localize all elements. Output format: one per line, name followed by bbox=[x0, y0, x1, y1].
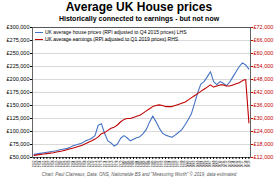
svg-text:£200,000: £200,000 bbox=[7, 76, 30, 82]
svg-text:1975: 1975 bbox=[105, 160, 110, 168]
svg-text:1999: 1999 bbox=[182, 160, 187, 168]
svg-text:£18,000: £18,000 bbox=[254, 141, 274, 147]
html-text:UK average house prices (RPI a: UK average house prices (RPI adjusted to… bbox=[45, 29, 187, 35]
svg-text:1973: 1973 bbox=[99, 160, 104, 168]
svg-text:1997: 1997 bbox=[176, 160, 181, 168]
svg-text:1979: 1979 bbox=[118, 160, 123, 168]
svg-text:1984: 1984 bbox=[134, 160, 139, 168]
svg-text:1993: 1993 bbox=[163, 160, 168, 168]
svg-text:1980: 1980 bbox=[121, 160, 126, 168]
svg-text:£12,000: £12,000 bbox=[254, 154, 274, 160]
html-text:Historically connected to earn: Historically connected to earnings - but… bbox=[58, 15, 220, 22]
svg-text:1958: 1958 bbox=[51, 160, 56, 168]
svg-text:1968: 1968 bbox=[83, 160, 88, 168]
svg-text:1957: 1957 bbox=[48, 160, 53, 168]
svg-text:1954: 1954 bbox=[38, 160, 43, 168]
svg-text:£24,000: £24,000 bbox=[254, 128, 274, 134]
svg-text:1972: 1972 bbox=[96, 160, 101, 168]
svg-text:1982: 1982 bbox=[128, 160, 133, 168]
svg-text:1963: 1963 bbox=[67, 160, 72, 168]
svg-text:1965: 1965 bbox=[73, 160, 78, 168]
svg-text:1959: 1959 bbox=[54, 160, 59, 168]
svg-text:1967: 1967 bbox=[80, 160, 85, 168]
svg-text:1985: 1985 bbox=[137, 160, 142, 168]
svg-text:£125,000: £125,000 bbox=[7, 115, 30, 121]
svg-text:2015: 2015 bbox=[234, 160, 238, 168]
svg-text:2009: 2009 bbox=[214, 160, 219, 168]
svg-text:1983: 1983 bbox=[131, 160, 136, 168]
svg-text:£300,000: £300,000 bbox=[7, 24, 30, 30]
svg-text:2008: 2008 bbox=[211, 160, 216, 168]
svg-text:2003: 2003 bbox=[195, 160, 200, 168]
svg-text:£50,000: £50,000 bbox=[10, 154, 30, 160]
svg-text:1969: 1969 bbox=[86, 160, 91, 168]
svg-text:£175,000: £175,000 bbox=[7, 89, 30, 95]
svg-text:1966: 1966 bbox=[76, 160, 81, 168]
svg-text:1960: 1960 bbox=[57, 160, 62, 168]
svg-text:1971: 1971 bbox=[93, 160, 97, 168]
svg-text:2011: 2011 bbox=[221, 160, 226, 167]
svg-text:1961: 1961 bbox=[60, 160, 65, 168]
svg-text:2019: 2019 bbox=[247, 160, 251, 167]
svg-text:1956: 1956 bbox=[44, 160, 49, 168]
svg-text:£72,000: £72,000 bbox=[254, 24, 274, 30]
svg-text:2006: 2006 bbox=[205, 160, 210, 168]
svg-text:£150,000: £150,000 bbox=[7, 102, 30, 108]
svg-text:1996: 1996 bbox=[173, 160, 178, 168]
svg-text:1962: 1962 bbox=[64, 160, 69, 168]
svg-text:£225,000: £225,000 bbox=[7, 63, 30, 69]
svg-text:£48,000: £48,000 bbox=[254, 76, 274, 82]
svg-text:2013: 2013 bbox=[227, 160, 232, 168]
svg-text:£100,000: £100,000 bbox=[7, 128, 30, 134]
svg-text:2010: 2010 bbox=[218, 160, 222, 168]
svg-text:1974: 1974 bbox=[102, 160, 107, 168]
svg-text:1989: 1989 bbox=[150, 160, 155, 168]
svg-text:£275,000: £275,000 bbox=[7, 37, 30, 43]
svg-text:£30,000: £30,000 bbox=[254, 115, 274, 121]
svg-text:1978: 1978 bbox=[115, 160, 120, 168]
svg-text:1970: 1970 bbox=[89, 160, 94, 168]
svg-text:1987: 1987 bbox=[144, 160, 149, 168]
svg-text:2000: 2000 bbox=[185, 160, 190, 168]
svg-text:2004: 2004 bbox=[198, 160, 203, 168]
html-text:UK average earnings (RPI adjus: UK average earnings (RPI adjusted to Q1 … bbox=[45, 35, 179, 42]
svg-text:2002: 2002 bbox=[192, 160, 197, 168]
svg-text:1998: 1998 bbox=[179, 160, 184, 168]
html-text:Chart: Paul Claireaux, Data: O: Chart: Paul Claireaux, Data: ONS, Nation… bbox=[41, 172, 237, 177]
svg-text:2007: 2007 bbox=[208, 160, 213, 168]
svg-text:1955: 1955 bbox=[41, 160, 46, 168]
svg-text:1986: 1986 bbox=[141, 160, 146, 168]
svg-text:1953: 1953 bbox=[35, 160, 40, 168]
html-text:Average UK House prices: Average UK House prices bbox=[65, 0, 213, 14]
svg-text:£60,000: £60,000 bbox=[254, 50, 274, 56]
svg-text:1988: 1988 bbox=[147, 160, 152, 168]
svg-text:£75,000: £75,000 bbox=[10, 141, 30, 147]
svg-text:1990: 1990 bbox=[153, 160, 158, 168]
svg-text:£36,000: £36,000 bbox=[254, 102, 274, 108]
svg-text:2012: 2012 bbox=[224, 160, 229, 168]
svg-text:2014: 2014 bbox=[230, 160, 235, 168]
svg-text:1991: 1991 bbox=[157, 160, 162, 168]
svg-text:£42,000: £42,000 bbox=[254, 89, 274, 95]
svg-text:1964: 1964 bbox=[70, 160, 75, 168]
svg-text:2017: 2017 bbox=[240, 160, 245, 168]
svg-text:1995: 1995 bbox=[169, 160, 174, 168]
svg-text:2018: 2018 bbox=[243, 160, 248, 168]
svg-text:2005: 2005 bbox=[202, 160, 206, 168]
svg-text:2001: 2001 bbox=[189, 160, 194, 168]
svg-text:1976: 1976 bbox=[109, 160, 113, 168]
svg-text:1992: 1992 bbox=[160, 160, 165, 168]
svg-text:1981: 1981 bbox=[125, 160, 129, 168]
svg-text:1952: 1952 bbox=[32, 160, 37, 168]
svg-text:£250,000: £250,000 bbox=[7, 50, 30, 56]
svg-text:1977: 1977 bbox=[112, 160, 117, 168]
svg-text:£66,000: £66,000 bbox=[254, 37, 274, 43]
svg-text:1994: 1994 bbox=[166, 160, 171, 168]
svg-text:£54,000: £54,000 bbox=[254, 63, 274, 69]
svg-text:2016: 2016 bbox=[237, 160, 242, 168]
